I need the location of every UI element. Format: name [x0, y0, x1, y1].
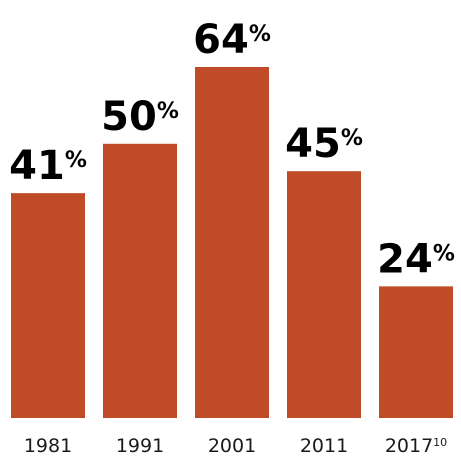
x-tick-label-text: 1981	[24, 435, 72, 457]
data-label-percent-sign: %	[341, 126, 363, 151]
data-label-value: 41	[9, 143, 65, 189]
x-tick-label-1991: 1991	[116, 435, 164, 457]
data-label-2001: 64%	[193, 17, 271, 63]
data-label-1981: 41%	[9, 143, 87, 189]
data-label-percent-sign: %	[157, 98, 179, 123]
data-label-value: 64	[193, 17, 249, 63]
bar-2011	[287, 171, 361, 418]
x-tick-label-text: 2017	[385, 435, 433, 457]
bar-2001	[195, 67, 269, 418]
x-tick-label-1981: 1981	[24, 435, 72, 457]
data-label-value: 45	[285, 121, 341, 167]
x-tick-label-text: 2011	[300, 435, 348, 457]
bar-2017	[379, 286, 453, 418]
data-label-value: 50	[101, 94, 157, 140]
data-label-2017: 24%	[377, 236, 455, 282]
bars-group	[11, 67, 453, 418]
data-label-1991: 50%	[101, 94, 179, 140]
bar-1991	[103, 143, 177, 418]
x-tick-label-text: 1991	[116, 435, 164, 457]
data-label-percent-sign: %	[249, 22, 271, 47]
x-axis-tick-labels: 1981 1991 2001 2011 201710	[24, 435, 447, 457]
x-tick-label-2001: 2001	[208, 435, 256, 457]
x-tick-label-2011: 2011	[300, 435, 348, 457]
x-tick-label-text: 2001	[208, 435, 256, 457]
x-tick-footnote-marker: 10	[433, 436, 447, 449]
data-label-percent-sign: %	[433, 241, 455, 266]
bar-1981	[11, 193, 85, 418]
value-labels-group: 41%50%64%45%24%	[9, 17, 455, 282]
data-label-percent-sign: %	[65, 148, 87, 173]
x-tick-label-2017: 201710	[385, 435, 447, 457]
data-label-2011: 45%	[285, 121, 363, 167]
data-label-value: 24	[377, 236, 433, 282]
